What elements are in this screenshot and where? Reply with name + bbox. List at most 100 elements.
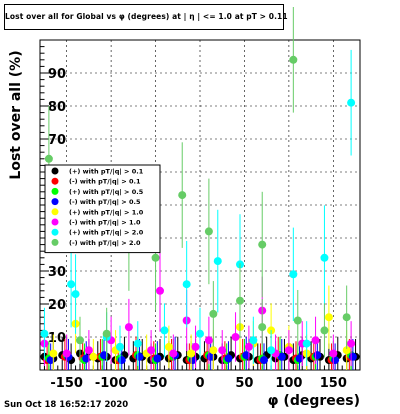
data-point bbox=[311, 336, 320, 345]
y-tick-label: 10 bbox=[48, 331, 66, 346]
data-point bbox=[44, 154, 53, 163]
data-point bbox=[40, 329, 49, 338]
data-point bbox=[169, 349, 178, 358]
legend-entry: (+) with pT/|q| > 0.1 bbox=[69, 168, 144, 177]
data-points bbox=[40, 7, 360, 370]
legend-entry: (-) with pT/|q| > 0.1 bbox=[69, 178, 141, 187]
legend-entry: (-) with pT/|q| > 0.5 bbox=[69, 198, 141, 207]
data-point bbox=[191, 342, 200, 351]
data-point bbox=[116, 342, 124, 351]
data-point bbox=[182, 280, 191, 289]
legend-entry: (-) with pT/|q| > 1.0 bbox=[69, 219, 141, 228]
data-point bbox=[329, 349, 338, 358]
y-axis-label: Lost over all (%) bbox=[8, 50, 24, 179]
data-point bbox=[236, 296, 244, 305]
legend-marker bbox=[51, 208, 59, 216]
data-point bbox=[100, 351, 108, 360]
data-point bbox=[117, 356, 126, 365]
data-point bbox=[62, 349, 71, 358]
data-point bbox=[160, 326, 169, 335]
legend-box bbox=[44, 164, 161, 254]
data-point bbox=[82, 354, 91, 363]
legend-entry: (+) with pT/|q| > 2.0 bbox=[69, 229, 144, 238]
data-point bbox=[151, 253, 160, 262]
data-point bbox=[156, 286, 164, 295]
data-point bbox=[258, 323, 267, 332]
data-point bbox=[187, 349, 196, 358]
data-point bbox=[124, 323, 133, 332]
data-point bbox=[231, 333, 240, 341]
footer-timestamp: Sun Oct 18 16:52:17 2020 bbox=[4, 400, 129, 410]
x-tick-label: 100 bbox=[275, 376, 302, 391]
y-tick-label: 90 bbox=[48, 67, 66, 82]
data-point bbox=[71, 290, 80, 299]
data-point bbox=[213, 257, 222, 266]
data-point bbox=[196, 329, 204, 338]
data-point bbox=[348, 352, 357, 361]
chart-title-box: Lost over all for Global vs φ (degrees) … bbox=[4, 4, 288, 30]
data-point bbox=[320, 253, 329, 262]
data-point bbox=[153, 354, 162, 363]
data-point bbox=[49, 349, 58, 358]
data-point bbox=[224, 354, 233, 363]
data-point bbox=[204, 336, 213, 345]
data-point bbox=[209, 309, 218, 318]
data-point bbox=[289, 270, 298, 279]
data-point bbox=[209, 346, 218, 355]
legend-marker bbox=[51, 198, 59, 206]
data-point bbox=[67, 280, 76, 289]
y-tick-label: 30 bbox=[48, 265, 66, 280]
data-point bbox=[277, 352, 286, 361]
data-point bbox=[164, 342, 173, 351]
data-point bbox=[324, 313, 333, 322]
legend-marker bbox=[51, 238, 59, 246]
y-tick-label: 80 bbox=[48, 100, 66, 115]
data-point bbox=[260, 356, 268, 365]
data-point bbox=[76, 336, 84, 345]
data-point bbox=[133, 339, 142, 348]
x-tick-label: 0 bbox=[195, 376, 204, 391]
x-tick-label: 150 bbox=[320, 376, 347, 391]
data-point bbox=[218, 346, 227, 355]
data-point bbox=[347, 98, 356, 107]
legend-entry: (-) with pT/|q| > 2.0 bbox=[69, 239, 141, 248]
data-point bbox=[347, 339, 356, 348]
y-tick-label: 20 bbox=[48, 298, 66, 313]
x-tick-label: -50 bbox=[144, 376, 168, 391]
data-point bbox=[302, 339, 311, 348]
data-point bbox=[89, 352, 98, 361]
data-point bbox=[102, 329, 111, 338]
data-point bbox=[320, 326, 329, 335]
chart-title: Lost over all for Global vs φ (degrees) … bbox=[5, 12, 288, 21]
legend-marker bbox=[51, 228, 59, 236]
legend: (+) with pT/|q| > 0.1(-) with pT/|q| > 0… bbox=[44, 164, 161, 254]
legend-marker bbox=[51, 167, 59, 175]
y-tick-label: 70 bbox=[48, 133, 66, 148]
data-point bbox=[244, 342, 253, 351]
data-point bbox=[204, 227, 213, 236]
data-point bbox=[46, 356, 55, 365]
data-point bbox=[84, 346, 93, 355]
data-point bbox=[289, 55, 298, 64]
data-point bbox=[342, 313, 351, 322]
data-point bbox=[313, 351, 322, 360]
data-point bbox=[178, 191, 187, 200]
x-tick-label: -100 bbox=[95, 376, 128, 391]
x-tick-label: -150 bbox=[50, 376, 83, 391]
legend-marker bbox=[51, 187, 59, 195]
data-point bbox=[147, 346, 156, 355]
data-point bbox=[342, 346, 351, 355]
data-point bbox=[293, 316, 302, 325]
data-point bbox=[284, 346, 293, 355]
data-point bbox=[249, 336, 258, 345]
legend-marker bbox=[51, 177, 59, 185]
x-tick-label: 50 bbox=[235, 376, 253, 391]
data-point bbox=[295, 354, 304, 363]
legend-marker bbox=[51, 218, 59, 226]
legend-entry: (+) with pT/|q| > 1.0 bbox=[69, 208, 144, 217]
legend-entry: (+) with pT/|q| > 0.5 bbox=[69, 188, 144, 197]
data-point bbox=[258, 240, 267, 249]
data-point bbox=[135, 352, 144, 361]
x-axis-label: φ (degrees) bbox=[268, 393, 360, 409]
